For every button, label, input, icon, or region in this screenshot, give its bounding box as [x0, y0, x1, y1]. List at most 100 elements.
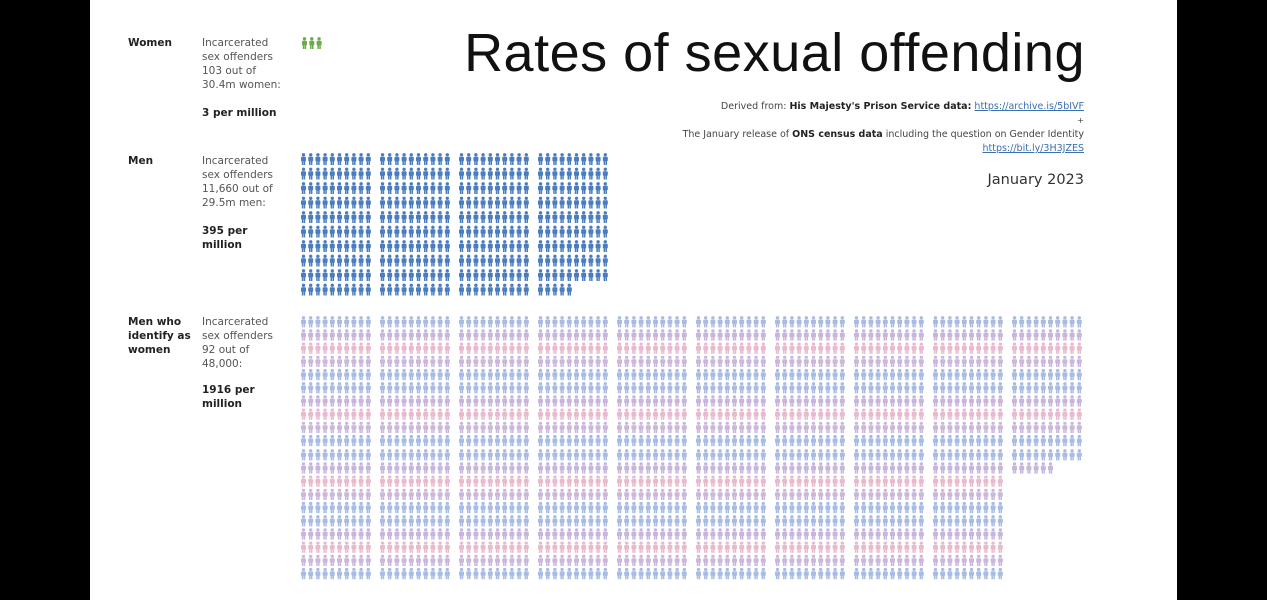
trans-person-icon	[775, 475, 780, 487]
trans-person-icon	[660, 515, 666, 527]
trans-person-icon	[696, 382, 701, 394]
trans-person-icon	[796, 355, 802, 367]
trans-person-icon	[854, 329, 859, 341]
trans-person-icon	[782, 434, 788, 447]
trans-person-icon	[1040, 342, 1046, 354]
women-person-icon	[302, 37, 307, 49]
trans-person-icon	[739, 449, 745, 461]
trans-person-icon	[552, 316, 558, 328]
trans-person-icon	[882, 368, 888, 381]
trans-person-icon	[408, 515, 414, 527]
trans-person-icon	[983, 488, 989, 500]
trans-person-icon	[301, 316, 306, 328]
trans-person-icon	[732, 488, 737, 500]
trans-person-icon	[825, 528, 831, 540]
trans-person-icon	[976, 528, 982, 540]
trans-person-icon	[882, 554, 888, 566]
men-person-icon	[329, 196, 335, 209]
trans-person-icon	[703, 382, 709, 394]
trans-person-icon	[983, 342, 989, 354]
trans-person-icon	[351, 408, 357, 420]
trans-person-icon	[624, 368, 630, 381]
trans-person-icon	[301, 382, 306, 394]
trans-person-icon	[1040, 434, 1046, 447]
trans-person-icon	[566, 421, 572, 433]
trans-person-icon	[1048, 342, 1053, 354]
trans-person-icon	[832, 368, 838, 381]
trans-person-icon	[904, 408, 910, 420]
trans-person-icon	[667, 408, 673, 420]
men-person-icon	[437, 225, 443, 238]
trans-person-icon	[559, 528, 565, 540]
trans-person-icon	[882, 462, 888, 474]
trans-person-icon	[983, 528, 989, 540]
trans-person-icon	[760, 501, 766, 514]
trans-person-icon	[645, 382, 651, 394]
trans-person-icon	[717, 501, 723, 514]
trans-person-icon	[739, 421, 745, 433]
trans-person-icon	[423, 462, 429, 474]
trans-person-icon	[545, 395, 551, 407]
trans-person-icon	[1033, 449, 1039, 461]
men-person-icon	[408, 240, 414, 252]
trans-person-icon	[854, 421, 859, 433]
trans-person-icon	[545, 501, 551, 514]
trans-person-icon	[861, 554, 867, 566]
prison-link[interactable]: https://archive.is/5bIVF	[974, 101, 1084, 112]
trans-person-icon	[732, 368, 737, 381]
trans-person-icon	[401, 421, 407, 433]
men-person-icon	[423, 211, 429, 223]
trans-person-icon	[861, 408, 867, 420]
trans-person-icon	[408, 329, 414, 341]
trans-person-icon	[365, 449, 371, 461]
trans-person-icon	[631, 528, 637, 540]
trans-person-icon	[789, 567, 795, 580]
trans-person-icon	[574, 449, 579, 461]
trans-person-icon	[796, 342, 802, 354]
trans-person-icon	[839, 316, 845, 328]
census-link[interactable]: https://bit.ly/3H3JZES	[982, 143, 1084, 154]
trans-person-icon	[940, 329, 946, 341]
trans-person-icon	[997, 395, 1003, 407]
trans-person-icon	[495, 342, 500, 354]
men-person-icon	[358, 211, 364, 223]
trans-person-icon	[803, 395, 809, 407]
trans-person-icon	[653, 329, 658, 341]
trans-person-icon	[380, 541, 385, 553]
trans-person-icon	[552, 329, 558, 341]
trans-person-icon	[401, 475, 407, 487]
trans-person-icon	[811, 488, 816, 500]
trans-person-icon	[1033, 382, 1039, 394]
trans-person-icon	[523, 567, 529, 580]
trans-person-icon	[581, 475, 587, 487]
trans-person-icon	[782, 515, 788, 527]
trans-person-icon	[918, 342, 924, 354]
trans-person-icon	[617, 355, 622, 367]
trans-person-icon	[696, 408, 701, 420]
trans-person-icon	[444, 449, 450, 461]
trans-person-icon	[969, 408, 974, 420]
trans-person-icon	[1069, 316, 1075, 328]
trans-person-icon	[961, 368, 967, 381]
trans-person-icon	[875, 541, 881, 553]
trans-person-icon	[437, 368, 443, 381]
trans-person-icon	[717, 449, 723, 461]
trans-person-icon	[1069, 342, 1075, 354]
men-person-icon	[315, 211, 321, 223]
trans-person-icon	[746, 501, 752, 514]
trans-person-icon	[861, 515, 867, 527]
trans-person-icon	[933, 554, 938, 566]
trans-person-icon	[653, 342, 658, 354]
trans-person-icon	[487, 421, 493, 433]
trans-person-icon	[516, 408, 522, 420]
trans-person-icon	[380, 528, 385, 540]
trans-person-icon	[322, 329, 328, 341]
trans-person-icon	[861, 434, 867, 447]
men-person-icon	[387, 196, 393, 209]
trans-person-icon	[480, 567, 486, 580]
trans-person-icon	[358, 329, 364, 341]
trans-person-icon	[416, 421, 421, 433]
trans-person-icon	[875, 462, 881, 474]
trans-person-icon	[638, 434, 644, 447]
trans-person-icon	[358, 515, 364, 527]
